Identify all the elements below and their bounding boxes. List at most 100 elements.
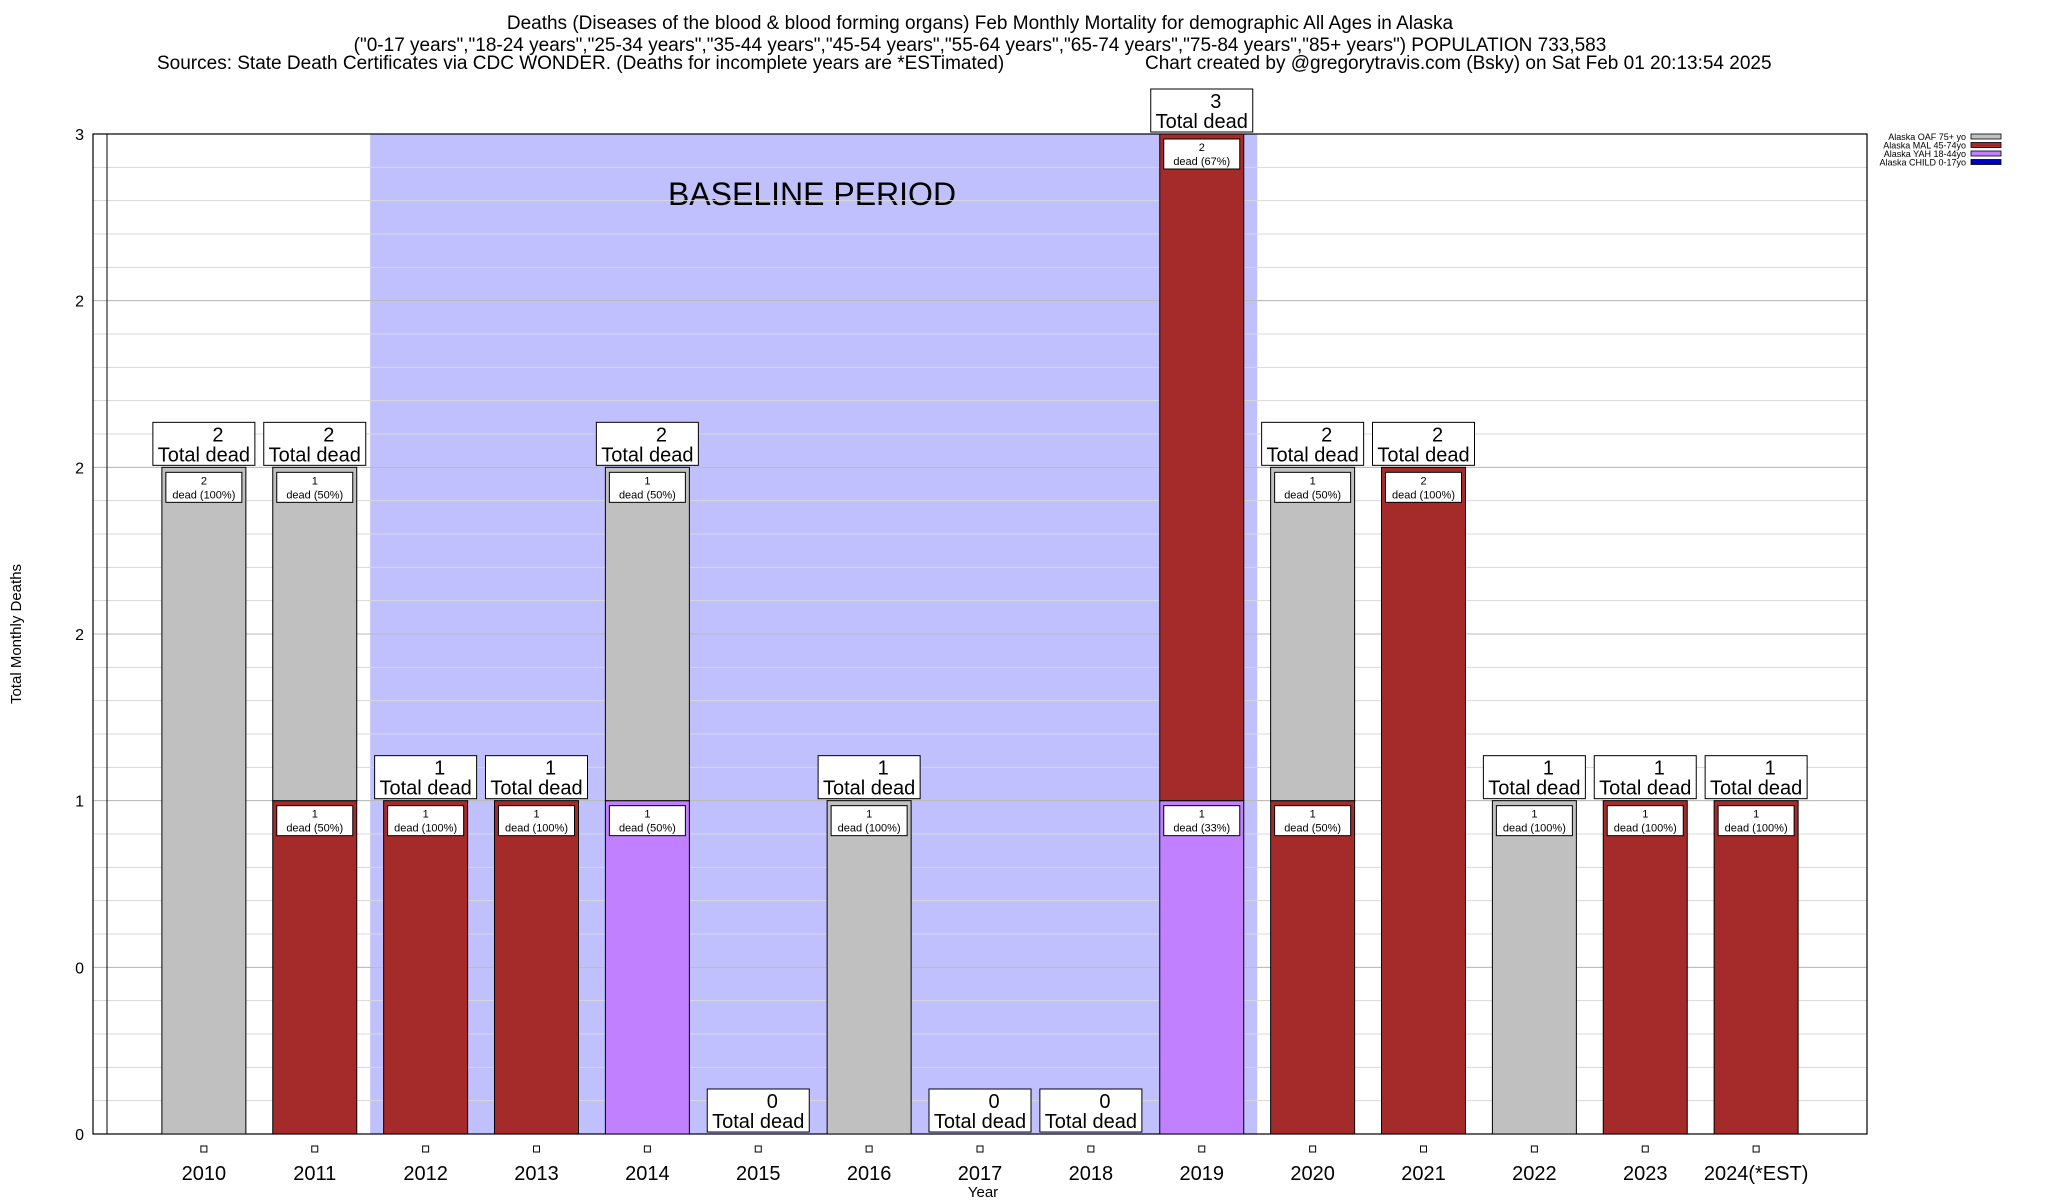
total-label-box (595, 421, 699, 466)
segment-label-count: 1 (533, 809, 539, 821)
segment-label-text: dead (100%) (505, 823, 568, 835)
legend-swatch (1970, 142, 2002, 148)
segment-label-box (608, 471, 686, 503)
bar-segment (604, 800, 690, 1135)
bar-segment (1713, 800, 1799, 1135)
y-tick-label: 2 (75, 294, 84, 311)
segment-label-text: dead (50%) (1284, 823, 1341, 835)
bar-segment (826, 800, 912, 1135)
total-label-text: Total dead (601, 444, 693, 466)
legend-swatch (1970, 150, 2002, 157)
x-tick-label: 2011 (293, 1163, 336, 1185)
chart-title: Deaths (Diseases of the blood & blood fo… (506, 13, 1454, 34)
total-label-count: 1 (878, 758, 889, 780)
x-tick-label: 2013 (514, 1163, 559, 1185)
total-label-count: 2 (1321, 424, 1332, 446)
total-label-text: Total dead (490, 778, 582, 800)
segment-label-box (276, 471, 354, 503)
x-tick-label: 2020 (1290, 1163, 1335, 1185)
segment-label-text: dead (100%) (1725, 823, 1788, 835)
bar-segment (161, 466, 247, 1135)
total-label-text: Total dead (1266, 444, 1358, 466)
segment-label-count: 1 (644, 475, 650, 487)
total-label-count: 1 (434, 758, 445, 780)
total-label-box (1593, 755, 1697, 800)
segment-label-box (387, 805, 465, 837)
segment-label-count: 2 (1420, 475, 1426, 487)
x-tick-label: 2014 (625, 1163, 670, 1185)
total-label-box (374, 755, 478, 800)
x-tick-label: 2019 (1180, 1163, 1225, 1185)
legend-label: Alaska CHILD 0-17yo (1879, 158, 1966, 168)
total-label-count: 2 (212, 424, 223, 446)
segment-label-count: 2 (201, 475, 207, 487)
segment-label-count: 1 (1753, 809, 1759, 821)
segment-label-box (1495, 805, 1573, 837)
total-label-text: Total dead (1488, 778, 1580, 800)
total-label-text: Total dead (1045, 1111, 1137, 1133)
segment-label-box (830, 805, 908, 837)
segment-label-text: dead (100%) (1503, 823, 1566, 835)
total-label-text: Total dead (712, 1111, 804, 1133)
baseline-period-label: BASELINE PERIOD (668, 176, 956, 212)
x-tick-marker (200, 1145, 208, 1153)
segment-label-box (1163, 138, 1241, 170)
segment-label-text: dead (50%) (1284, 489, 1341, 501)
segment-label-count: 2 (1199, 142, 1205, 154)
bar-segment (604, 466, 690, 802)
total-label-count: 2 (323, 424, 334, 446)
y-tick-label: 0 (75, 960, 84, 977)
bar-segment (272, 466, 358, 802)
total-label-box (928, 1088, 1032, 1133)
segment-label-box (498, 805, 575, 837)
segment-label-text: dead (33%) (1173, 823, 1230, 835)
total-label-text: Total dead (934, 1111, 1026, 1133)
legend-swatch (1970, 159, 2002, 165)
bar-segment (1159, 800, 1245, 1135)
chart-subtitle: ("0-17 years","18-24 years","25-34 years… (353, 35, 1607, 56)
y-tick-label: 3 (75, 127, 84, 144)
x-tick-label: 2015 (736, 1163, 781, 1185)
segment-label-text: dead (100%) (1392, 489, 1455, 501)
x-tick-label: 2016 (847, 1163, 892, 1185)
x-tick-label: 2023 (1623, 1163, 1668, 1185)
total-label-box (1039, 1088, 1143, 1133)
segment-label-box (1606, 805, 1684, 837)
segment-label-count: 1 (1531, 809, 1537, 821)
total-label-count: 1 (545, 758, 556, 780)
x-tick-label: 2017 (958, 1163, 1003, 1185)
segment-label-box (276, 805, 354, 837)
segment-label-text: dead (100%) (1614, 823, 1677, 835)
x-tick-marker (1530, 1145, 1538, 1153)
x-tick-marker (422, 1145, 430, 1153)
segment-label-count: 1 (1199, 809, 1205, 821)
total-label-count: 3 (1210, 91, 1221, 113)
total-label-text: Total dead (823, 778, 915, 800)
total-label-count: 2 (656, 424, 667, 446)
bar-segment (1270, 800, 1356, 1135)
total-label-box (1261, 421, 1365, 466)
segment-label-box (165, 471, 243, 503)
total-label-text: Total dead (1156, 111, 1248, 133)
segment-label-count: 1 (866, 809, 872, 821)
segment-label-count: 1 (312, 475, 318, 487)
total-label-text: Total dead (1599, 778, 1691, 800)
segment-label-box (1385, 471, 1462, 503)
segment-label-box (1717, 805, 1795, 837)
bar-segment (1602, 800, 1688, 1135)
x-tick-marker (1198, 1145, 1206, 1153)
y-tick-label: 2 (75, 627, 84, 644)
segment-label-text: dead (67%) (1173, 156, 1230, 168)
legend-label: Alaska MAL 45-74yo (1883, 141, 1966, 151)
x-tick-marker (1087, 1145, 1095, 1153)
total-label-box (706, 1088, 810, 1133)
x-tick-marker (311, 1145, 319, 1153)
x-tick-label: 2010 (182, 1163, 227, 1185)
plot-frame (92, 133, 1868, 1135)
legend-label: Alaska OAF 75+ yo (1888, 132, 1966, 142)
x-tick-marker (1420, 1145, 1427, 1153)
x-tick-marker (865, 1145, 873, 1153)
segment-label-text: dead (50%) (286, 489, 343, 501)
total-label-text: Total dead (1377, 444, 1469, 466)
segment-label-text: dead (50%) (619, 489, 676, 501)
